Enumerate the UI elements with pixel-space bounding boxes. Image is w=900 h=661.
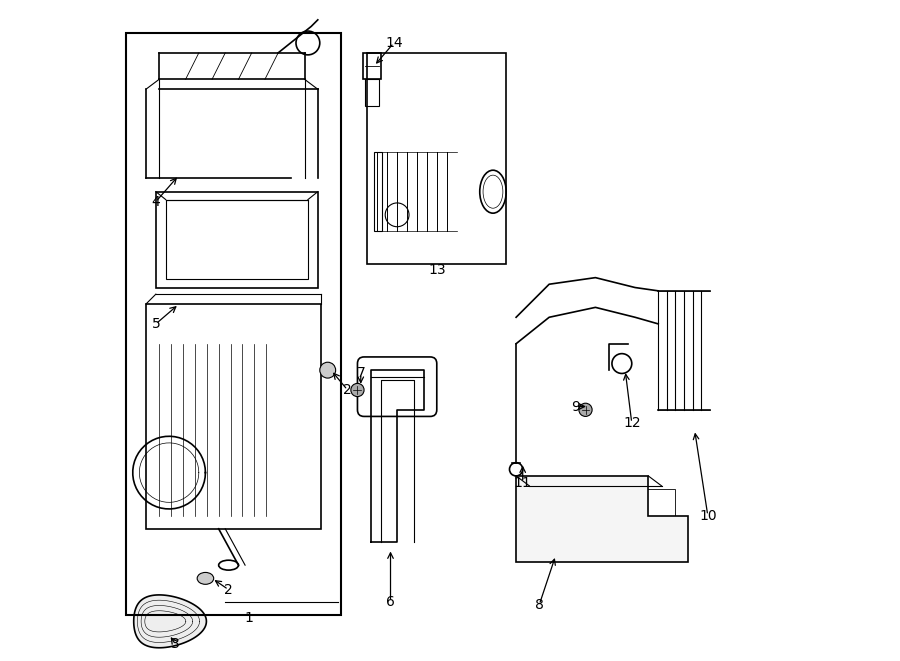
Bar xyxy=(374,152,382,231)
Text: 2: 2 xyxy=(343,383,352,397)
Circle shape xyxy=(579,403,592,416)
Text: 13: 13 xyxy=(428,262,446,277)
Bar xyxy=(365,79,379,106)
Text: 6: 6 xyxy=(386,594,395,609)
Bar xyxy=(156,192,318,288)
Polygon shape xyxy=(134,595,206,648)
Text: 14: 14 xyxy=(385,36,402,50)
Text: 8: 8 xyxy=(535,598,544,612)
Text: 9: 9 xyxy=(572,399,580,414)
Text: 10: 10 xyxy=(699,508,716,523)
Ellipse shape xyxy=(197,572,213,584)
Text: 12: 12 xyxy=(623,416,641,430)
Text: 2: 2 xyxy=(224,582,233,597)
Polygon shape xyxy=(516,476,688,562)
Bar xyxy=(529,489,675,549)
Bar xyxy=(126,33,341,615)
Text: 3: 3 xyxy=(171,637,180,652)
Bar xyxy=(367,53,506,264)
Text: 7: 7 xyxy=(356,366,365,381)
Bar xyxy=(146,304,321,529)
Text: 1: 1 xyxy=(244,611,253,625)
Text: 5: 5 xyxy=(151,317,160,331)
Bar xyxy=(166,200,308,279)
Bar xyxy=(363,53,382,79)
Text: 11: 11 xyxy=(514,475,532,490)
Text: 4: 4 xyxy=(151,194,160,209)
Circle shape xyxy=(320,362,336,378)
Circle shape xyxy=(351,383,364,397)
